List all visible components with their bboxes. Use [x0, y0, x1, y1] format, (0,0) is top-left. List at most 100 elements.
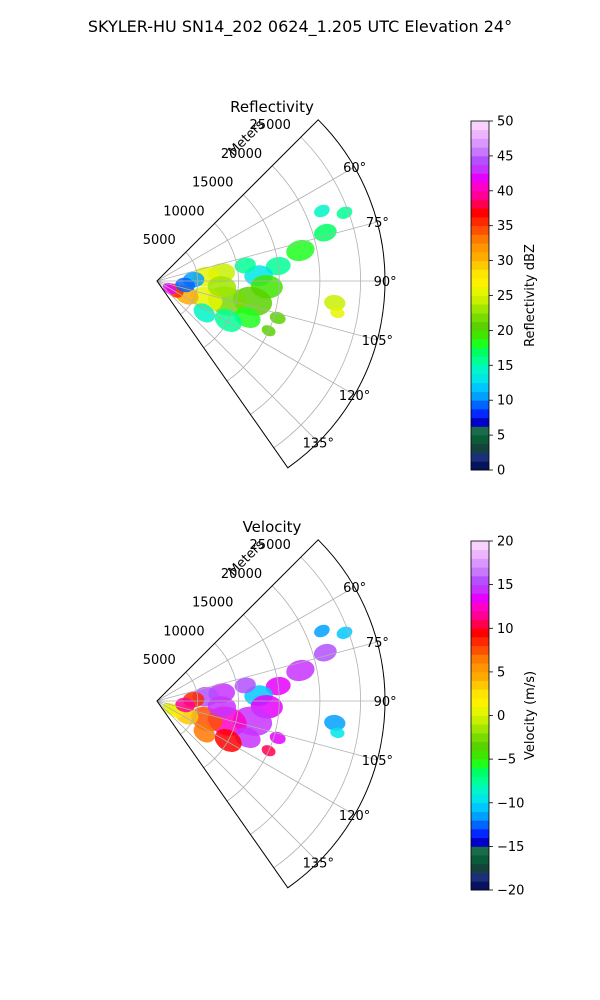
colorbar-segment [471, 382, 489, 392]
colorbar-segment [471, 426, 489, 436]
colorbar-tick-label: −20 [497, 884, 524, 899]
colorbar-tick-label: 0 [497, 709, 505, 724]
colorbar-segment [471, 138, 489, 148]
colorbar-segment [471, 339, 489, 349]
colorbar-tick-label: −5 [497, 753, 516, 768]
echo-cell [193, 723, 216, 743]
colorbar-segment [471, 408, 489, 419]
echo-cell [286, 659, 315, 682]
colorbar-segment [471, 286, 489, 296]
colorbar-tick-label: 20 [497, 324, 514, 339]
azimuth-gridline [156, 641, 378, 702]
colorbar-segment [471, 837, 489, 847]
velocity-frame [156, 539, 386, 889]
colorbar-tick-label: −10 [497, 796, 524, 811]
azimuth-tick-label: 90° [374, 695, 397, 710]
azimuth-tick-label: 105° [362, 334, 393, 349]
echo-cell [234, 677, 256, 694]
colorbar-segment [471, 155, 489, 166]
reflectivity-panel: Reflectivity 500010000150002000025000Met… [143, 98, 538, 479]
colorbar-segment [471, 706, 489, 716]
colorbar-segment [471, 208, 489, 218]
colorbar-segment [471, 234, 489, 244]
colorbar-segment [471, 654, 489, 664]
colorbar-segment [471, 610, 489, 620]
radial-tick-label: 20000 [221, 567, 262, 582]
colorbar-segment [471, 216, 489, 227]
echo-cell [269, 731, 286, 745]
colorbar-label: Reflectivity dBZ [523, 244, 538, 347]
azimuth-tick-label: 75° [366, 636, 389, 651]
range-ring [273, 556, 361, 869]
echo-cell [336, 206, 353, 219]
echo-cell [234, 257, 256, 274]
colorbar-segment [471, 243, 489, 253]
colorbar-segment [471, 443, 489, 453]
azimuth-gridline [156, 586, 355, 702]
azimuth-gridline [156, 280, 319, 443]
echo-cell [207, 276, 237, 298]
colorbar-tick-label: 25 [497, 289, 514, 304]
echo-cell [207, 696, 237, 718]
sector-frame [156, 119, 386, 469]
colorbar-segment [471, 417, 489, 427]
azimuth-gridline [156, 221, 378, 282]
colorbar-segment [471, 304, 489, 314]
colorbar-segment [471, 356, 489, 366]
range-ring [226, 194, 280, 382]
colorbar-segment [471, 820, 489, 830]
colorbar-segment [471, 365, 489, 375]
range-ring [180, 251, 199, 315]
range-ring [250, 585, 321, 835]
colorbar-segment [471, 347, 489, 357]
radial-tick-label: 10000 [163, 204, 204, 219]
azimuth-tick-label: 135° [303, 436, 334, 451]
colorbar-tick-label: 40 [497, 184, 514, 199]
range-ring [226, 614, 280, 802]
echo-cell [193, 303, 216, 323]
colorbar-segment [471, 794, 489, 804]
colorbar-segment [471, 312, 489, 323]
colorbar-segment [471, 628, 489, 638]
velocity-grid [156, 556, 385, 869]
colorbar-tick-label: 45 [497, 149, 514, 164]
colorbar-tick-label: 30 [497, 254, 514, 269]
echo-cell [324, 294, 346, 311]
azimuth-tick-label: 60° [343, 161, 366, 176]
azimuth-gridline [156, 280, 378, 341]
colorbar-segment [471, 698, 489, 708]
colorbar-label: Velocity (m/s) [523, 671, 538, 760]
sector-frame [156, 539, 386, 889]
radial-tick-label: 25000 [250, 538, 291, 553]
colorbar-segment [471, 199, 489, 209]
velocity-title: Velocity [243, 518, 302, 536]
colorbar-segment [471, 881, 489, 891]
echo-cell [269, 311, 286, 325]
colorbar-segment [471, 330, 489, 340]
echo-cell [324, 714, 346, 731]
azimuth-tick-label: 135° [303, 856, 334, 871]
azimuth-tick-label: 120° [339, 809, 370, 824]
colorbar-tick-label: 15 [497, 578, 514, 593]
colorbar-segment [471, 584, 489, 594]
colorbar-segment [471, 452, 489, 462]
azimuth-gridline [156, 166, 355, 282]
colorbar-segment [471, 863, 489, 873]
colorbar-segment [471, 567, 489, 577]
colorbar-segment [471, 872, 489, 882]
reflectivity-echo-layer [162, 204, 353, 337]
azimuth-gridline [156, 700, 378, 761]
colorbar-segment [471, 645, 489, 655]
colorbar-segment [471, 689, 489, 699]
colorbar-segment [471, 846, 489, 856]
echo-cell [286, 239, 315, 262]
range-ring [203, 223, 239, 349]
colorbar-segment [471, 732, 489, 743]
colorbar-segment [471, 391, 489, 401]
colorbar-segment [471, 811, 489, 821]
colorbar-segment [471, 173, 489, 183]
colorbar-segment [471, 619, 489, 629]
colorbar-segment [471, 593, 489, 603]
colorbar-segment [471, 663, 489, 673]
